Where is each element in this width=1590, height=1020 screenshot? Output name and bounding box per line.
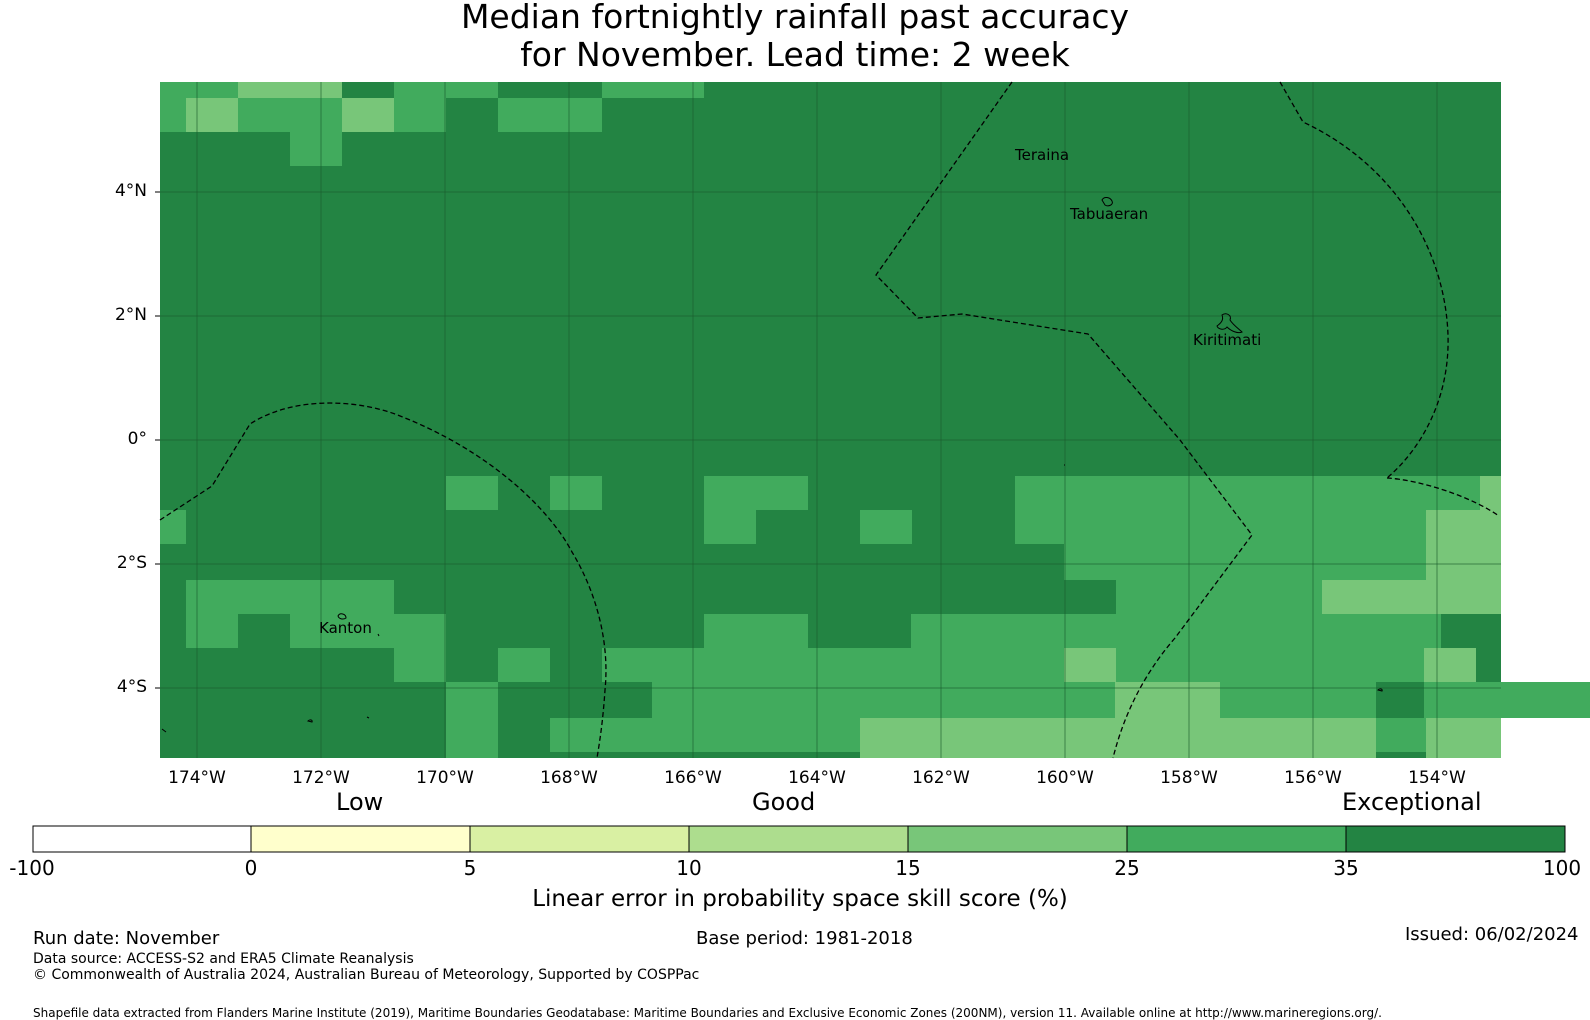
y-tick-label: 4°S (116, 677, 147, 697)
skill-map (155, 81, 1590, 759)
legend-category-exceptional: Exceptional (1342, 788, 1482, 816)
axis-tick-marks (155, 191, 160, 689)
colorbar (32, 825, 1566, 853)
run-date: Run date: November (33, 928, 220, 949)
x-tick-label: 166°W (664, 768, 722, 788)
x-tick-label: 168°W (540, 768, 598, 788)
data-source: Data source: ACCESS-S2 and ERA5 Climate … (33, 951, 414, 967)
y-tick-label: 2°S (116, 553, 147, 573)
x-tick-label: 174°W (168, 768, 226, 788)
base-period: Base period: 1981-2018 (696, 928, 913, 949)
place-label-kiritimati: Kiritimati (1193, 331, 1262, 349)
kanton-island-icon (337, 613, 347, 620)
y-tick-label: 0° (127, 429, 147, 449)
x-tick-label: 164°W (788, 768, 846, 788)
map-cells-15-25 (186, 82, 1501, 758)
kiritimati-island-icon (1216, 313, 1243, 334)
colorbar-segment (251, 826, 470, 852)
map-title-line-1: Median fortnightly rainfall past accurac… (460, 0, 1130, 36)
x-tick-label: 156°W (1284, 768, 1342, 788)
legend-category-good: Good (752, 788, 816, 816)
colorbar-segment (470, 826, 689, 852)
colorbar-tick-label: 5 (463, 856, 477, 880)
y-tick-label: 4°N (114, 181, 147, 201)
colorbar-segment (689, 826, 908, 852)
colorbar-segment (908, 826, 1127, 852)
issued-date: Issued: 06/02/2024 (1405, 924, 1579, 945)
colorbar-tick-label: 0 (244, 856, 258, 880)
map-cells-35-100-patches (238, 82, 1424, 758)
shapefile-credit: Shapefile data extracted from Flanders M… (33, 1006, 1382, 1020)
x-tick-label: 154°W (1408, 768, 1466, 788)
place-label-kanton: Kanton (319, 619, 372, 637)
colorbar-tick-label: 35 (1333, 856, 1359, 880)
colorbar-tick-label: 10 (676, 856, 702, 880)
x-tick-label: 160°W (1036, 768, 1094, 788)
x-tick-label: 162°W (912, 768, 970, 788)
colorbar-tick-label: 15 (895, 856, 921, 880)
colorbar-tick-label: 25 (1114, 856, 1140, 880)
colorbar-label: Linear error in probability space skill … (532, 886, 1068, 912)
island-outlines (161, 197, 1383, 733)
x-tick-label: 172°W (292, 768, 350, 788)
map-title-line-2: for November. Lead time: 2 week (520, 35, 1070, 74)
colorbar-segment (1346, 826, 1565, 852)
colorbar-tick-label: 100 (1542, 856, 1582, 880)
colorbar-segment (33, 826, 251, 852)
place-label-tabuaeran: Tabuaeran (1070, 205, 1149, 223)
map-cells-25-35 (160, 82, 1590, 758)
x-tick-label: 170°W (416, 768, 474, 788)
colorbar-segment (1127, 826, 1346, 852)
place-label-teraina: Teraina (1015, 146, 1070, 164)
legend-category-low: Low (336, 788, 384, 816)
y-tick-label: 2°N (114, 305, 147, 325)
copyright: © Commonwealth of Australia 2024, Austra… (33, 967, 700, 983)
x-tick-label: 158°W (1160, 768, 1218, 788)
colorbar-tick-label: -100 (9, 856, 55, 880)
map-gridlines (160, 82, 1501, 758)
eez-boundaries (159, 81, 1500, 759)
tabuaeran-island-icon (1101, 197, 1113, 207)
